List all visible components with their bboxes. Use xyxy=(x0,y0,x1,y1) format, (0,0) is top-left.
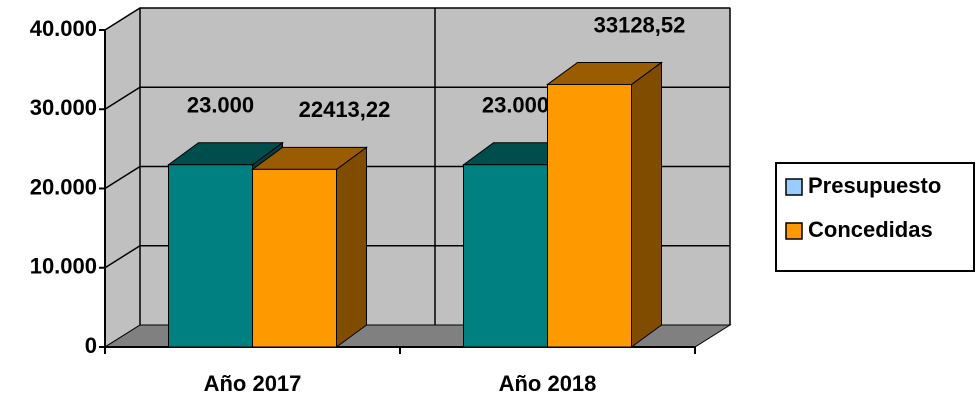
legend-label: Concedidas xyxy=(808,217,933,242)
x-tick-label: Año 2018 xyxy=(499,371,597,396)
bar xyxy=(463,164,548,348)
data-label: 33128,52 xyxy=(594,12,686,37)
bar-side xyxy=(336,146,367,348)
y-tick-label: 20.000 xyxy=(30,174,97,199)
legend-box xyxy=(775,162,975,272)
legend-swatch xyxy=(785,178,803,196)
y-tick-label: 10.000 xyxy=(30,254,97,279)
bar-side xyxy=(631,61,662,348)
bar xyxy=(547,83,632,348)
y-tick-label: 40.000 xyxy=(30,16,97,41)
x-tick-label: Año 2017 xyxy=(204,371,302,396)
data-label: 23.000 xyxy=(482,93,549,118)
bar xyxy=(252,168,337,348)
y-tick-label: 30.000 xyxy=(30,95,97,120)
data-label: 23.000 xyxy=(187,93,254,118)
y-tick-label: 0 xyxy=(85,333,97,358)
legend-swatch xyxy=(785,222,803,240)
legend-label: Presupuesto xyxy=(808,173,941,198)
data-label: 22413,22 xyxy=(299,97,391,122)
bar xyxy=(168,164,253,348)
